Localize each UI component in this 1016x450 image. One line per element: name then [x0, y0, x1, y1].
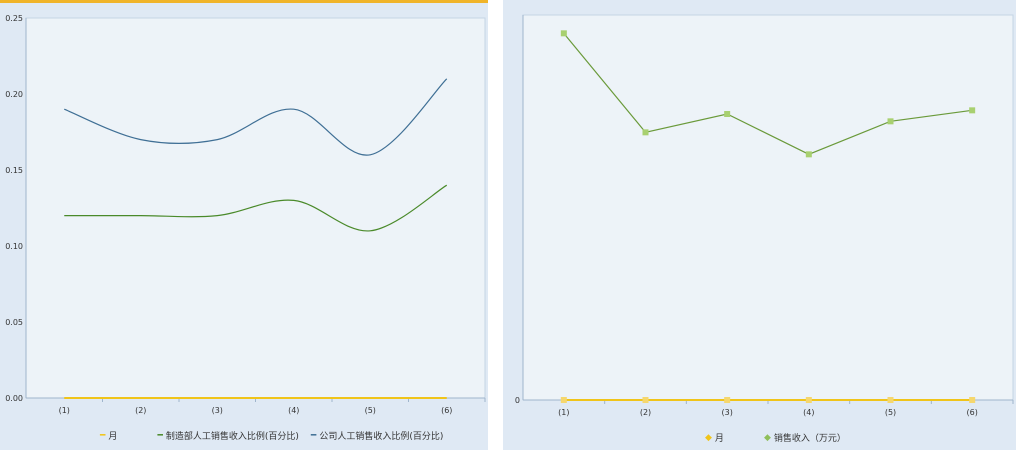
- x-tick-label: (5): [885, 408, 896, 417]
- x-tick-label: (1): [59, 406, 70, 415]
- x-tick-label: (1): [558, 408, 569, 417]
- y-tick-label: 0: [515, 396, 520, 405]
- series-line: [563, 32, 973, 155]
- data-point: [805, 397, 812, 403]
- legend-label: 月: [108, 432, 118, 442]
- x-tick-label: (3): [212, 406, 223, 415]
- data-point: [969, 397, 976, 403]
- legend-label: 公司人工销售收入比例(百分比): [319, 432, 444, 442]
- legend-line-icon: ━: [100, 430, 106, 441]
- right-legend: ◆ 月 ◆ 销售收入（万元）: [705, 431, 846, 445]
- legend-item-dept-ratio: ━ 制造部人工销售收入比例(百分比): [157, 429, 299, 443]
- y-tick-label: 0.15: [5, 166, 23, 175]
- x-tick-label: (4): [288, 406, 299, 415]
- data-point: [724, 111, 731, 117]
- legend-diamond-icon: ◆: [705, 432, 712, 443]
- legend-label: 销售收入（万元）: [773, 434, 846, 444]
- x-tick-label: (4): [803, 408, 814, 417]
- data-point: [560, 397, 567, 403]
- legend-label: 制造部人工销售收入比例(百分比): [165, 432, 299, 442]
- legend-diamond-icon: ◆: [763, 432, 771, 443]
- left-chart-panel: (1) (2) (3) (4) (5) (6) 0.00 0.05 0.10 0.15 0.20 0.…: [0, 0, 488, 450]
- x-tick-label: (6): [441, 406, 452, 415]
- x-tick-label: (5): [365, 406, 376, 415]
- legend-line-icon: ━: [157, 430, 163, 441]
- data-point: [642, 397, 649, 403]
- y-tick-label: 0.10: [5, 242, 23, 251]
- x-tick-label: (2): [640, 408, 651, 417]
- legend-label: 月: [714, 434, 724, 444]
- right-chart-panel: (1) (2) (3) (4) (5) (6) 0 ◆ 月 ◆ 销售收入（万元）: [503, 0, 1016, 450]
- data-point: [805, 151, 812, 158]
- legend-item-month: ◆ 月: [705, 431, 724, 445]
- y-tick-label: 0.05: [5, 318, 23, 327]
- legend-item-sales: ◆ 销售收入（万元）: [763, 431, 846, 445]
- data-point: [969, 107, 976, 114]
- left-legend: ━ 月 ━ 制造部人工销售收入比例(百分比) ━ 公司人工销售收入比例(百分比): [100, 429, 444, 443]
- y-tick-label: 0.20: [5, 90, 23, 99]
- plot-area: [522, 14, 1014, 401]
- data-point: [724, 397, 731, 403]
- series-line: [64, 78, 448, 156]
- legend-item-company-ratio: ━ 公司人工销售收入比例(百分比): [310, 429, 444, 443]
- plot-area: [25, 17, 486, 399]
- x-tick-label: (2): [135, 406, 146, 415]
- data-point: [887, 118, 894, 125]
- series-line: [64, 184, 448, 232]
- legend-item-month: ━ 月: [100, 429, 118, 443]
- data-point: [560, 30, 567, 37]
- y-tick-label: 0.00: [5, 394, 23, 403]
- x-tick-label: (6): [966, 408, 977, 417]
- data-point: [642, 129, 649, 136]
- y-tick-label: 0.25: [5, 14, 23, 23]
- left-chart: (1) (2) (3) (4) (5) (6) 0.00 0.05 0.10 0.15 0.20 0.…: [5, 14, 486, 415]
- right-chart: (1) (2) (3) (4) (5) (6) 0: [515, 14, 1014, 417]
- legend-line-icon: ━: [310, 430, 317, 441]
- data-point: [887, 397, 894, 403]
- x-tick-label: (3): [721, 408, 732, 417]
